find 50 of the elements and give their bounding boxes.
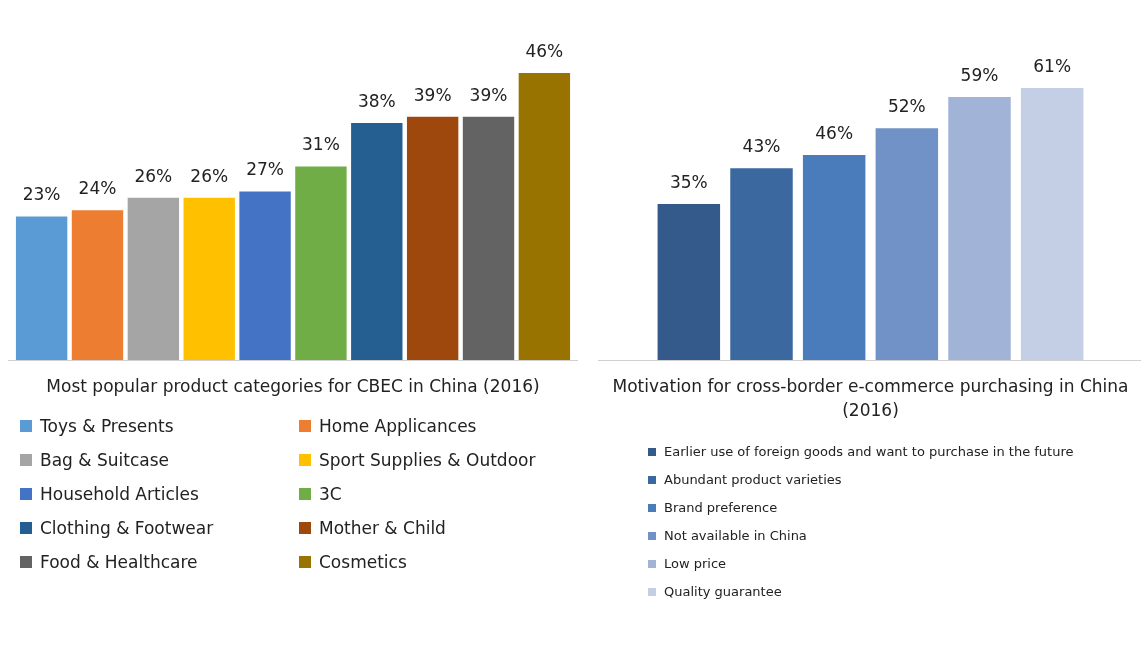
bar [351,122,403,360]
text: Motivation for cross-border e-commerce purchasing in China (2016) [611,375,1130,422]
legend-label: Cosmetics [319,552,407,572]
bar [802,154,866,360]
data-label: 38% [357,90,396,111]
data-label: 61% [1033,56,1072,77]
data-label: 26% [190,165,229,186]
bar [71,210,124,360]
legend-label: Bag & Suitcase [40,450,169,470]
legend-label: Household Articles [40,484,199,504]
data-label: 24% [78,178,117,199]
bar [875,128,939,360]
data-label: 35% [669,171,708,192]
bar [948,97,1011,360]
bar [1020,88,1084,360]
data-label: 39% [469,84,508,105]
data-label: 46% [525,40,564,61]
legend-label: Earlier use of foreign goods and want to purchase in the future [664,444,1074,459]
data-label: 52% [887,96,926,117]
legend-label: Home Applicances [319,416,477,436]
bar [295,166,347,360]
bar [657,204,721,360]
data-label: 39% [413,84,452,105]
legend-label: Sport Supplies & Outdoor [319,450,536,470]
bar [15,216,68,360]
bar [127,197,180,360]
legend-label: Toys & Presents [40,416,174,436]
legend-label: Mother & Child [319,518,446,538]
bar [462,116,515,360]
legend-label: Low price [664,556,727,571]
legend-label: Abundant product varieties [664,472,842,487]
legend-label: Quality guarantee [664,584,782,599]
legend-label: 3C [319,484,342,504]
legend-label: Not available in China [664,528,807,543]
data-label: 27% [246,159,284,180]
data-label: 43% [742,136,781,157]
text: Most popular product categories for CBEC in China (2016) [45,375,541,398]
data-label: 59% [960,64,999,85]
bar [183,197,235,360]
legend-label: Clothing & Footwear [40,518,214,538]
data-label: 31% [302,134,340,155]
data-label: 26% [134,165,173,186]
data-label: 46% [815,122,854,143]
legend-label: Food & Healthcare [40,552,198,572]
bar [406,116,459,360]
data-label: 23% [22,184,61,205]
bar [730,168,793,360]
legend-label: Brand preference [664,500,778,515]
bar [239,191,291,360]
bar [518,72,571,360]
